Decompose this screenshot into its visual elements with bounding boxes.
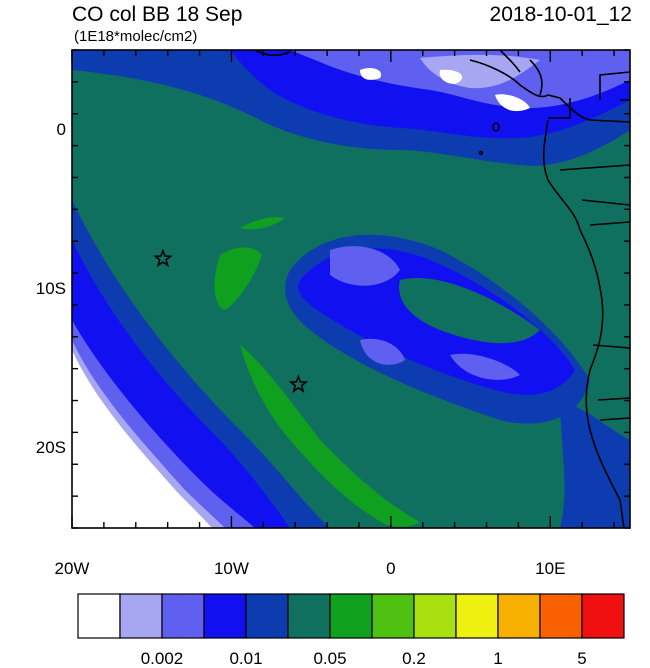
colorbar-box [77,593,121,639]
date-label: 2018-10-01_12 [489,3,632,26]
axis-ticks [71,49,630,529]
colorbar-label: 5 [577,649,587,668]
lat-tick-label: 10S [35,279,66,298]
lon-tick-label: 20W [54,559,90,578]
colorbar-box [497,593,541,639]
markers [153,248,309,393]
colorbar-label: 0.002 [140,649,184,668]
colorbar-box [203,593,247,639]
colorbar-box [119,593,163,639]
star-marker [153,248,173,268]
colorbar-box [539,593,583,639]
colorbar-label: 0.2 [402,649,426,668]
co-field [72,50,630,528]
colorbar-label: 1 [493,649,503,668]
colorbar-box [287,593,331,639]
colorbar-box [581,593,625,639]
lat-tick-label: 0 [56,119,66,139]
coastline [254,50,630,528]
colorbar-box [245,593,289,639]
lon-tick-label: 10W [213,559,249,578]
colorbar-box [413,593,457,639]
plot-title: CO col BB 18 Sep [72,3,243,26]
lat-tick-label: 20S [35,438,66,458]
colorbar-label: 0.05 [313,649,347,668]
colorbar-box [161,593,205,639]
lon-tick-label: 0 [386,559,396,578]
lon-tick-label: 10E [535,559,566,578]
colorbar-box [371,593,415,639]
plot-frame [71,49,631,529]
star-marker [288,374,309,393]
colorbar-box [329,593,373,639]
colorbar-box [455,593,499,639]
colorbar-label: 0.01 [229,649,263,668]
units-label: (1E18*molec/cm2) [74,28,198,45]
